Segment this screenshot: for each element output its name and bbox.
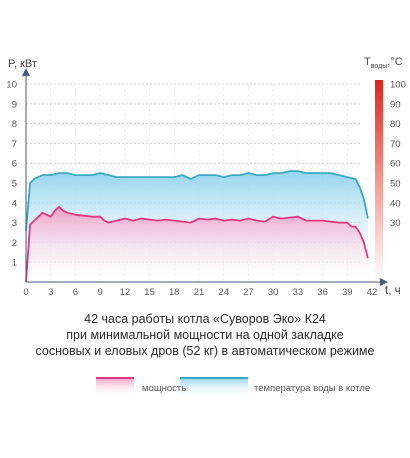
caption-line-3: сосновых и еловых дров (52 кг) в автомат… [35, 344, 375, 358]
temperature-line [25, 170, 369, 231]
x-tick-label-6: 6 [73, 287, 78, 298]
x-tick-label-27: 27 [243, 287, 254, 298]
y-tick-label-6: 6 [12, 159, 17, 170]
y-tick-label-8: 8 [12, 119, 17, 130]
legend-swatch-temperature-fill [180, 378, 248, 396]
y2-axis-title-sub: воды [370, 63, 388, 71]
y2-tick-label-80: 80 [390, 119, 401, 130]
series-lines [25, 170, 369, 283]
x-tick-label-3: 3 [48, 287, 53, 298]
power-line [25, 205, 369, 283]
x-tick-label-33: 33 [293, 287, 304, 298]
x-tick-label-21: 21 [194, 287, 205, 298]
legend-swatch-power-fill [96, 378, 134, 396]
y-tick-label-3: 3 [12, 218, 17, 229]
x-tick-label-9: 9 [97, 287, 102, 298]
y-tick-label-2: 2 [12, 238, 17, 249]
caption-line-2: при минимальной мощности на одной заклад… [66, 328, 344, 342]
x-axis-title: t, ч [385, 285, 401, 297]
x-tick-label-12: 12 [120, 287, 131, 298]
x-tick-label-0: 0 [23, 287, 28, 298]
x-axis-arrow [380, 278, 388, 286]
y-axis-title: P, кВт [8, 58, 37, 70]
y2-tick-label-50: 50 [390, 179, 401, 190]
y-tick-label-9: 9 [12, 99, 17, 110]
legend-label-temperature: температура воды в котле [254, 383, 371, 394]
axes [22, 68, 388, 286]
y-tick-label-5: 5 [12, 179, 17, 190]
x-tick-label-36: 36 [317, 287, 328, 298]
x-tick-label-39: 39 [342, 287, 353, 298]
y-tick-label-1: 1 [12, 258, 17, 269]
legend-swatches [96, 377, 248, 396]
caption-line-1: 42 часа работы котла «Суворов Эко» К24 [84, 312, 326, 326]
y-axis-arrow [22, 68, 30, 76]
y-tick-label-10: 10 [6, 80, 17, 91]
x-tick-label-30: 30 [268, 287, 279, 298]
y2-axis-title-unit: ,°C [387, 56, 403, 68]
legend-label-power: мощность [142, 383, 187, 394]
temperature-scale-bar [375, 80, 383, 282]
y2-axis-title: Tводы,°C [364, 56, 403, 70]
x-tick-label-42: 42 [367, 287, 378, 298]
y2-tick-label-30: 30 [390, 218, 401, 229]
y2-tick-label-70: 70 [390, 139, 401, 150]
y2-tick-label-40: 40 [390, 198, 401, 209]
y2-axis-title-main: T [364, 56, 371, 68]
power-area [26, 206, 368, 282]
y-tick-label-7: 7 [12, 139, 17, 150]
x-tick-label-24: 24 [218, 287, 229, 298]
series-areas [26, 171, 368, 282]
y2-tick-label-60: 60 [390, 159, 401, 170]
x-tick-label-18: 18 [169, 287, 180, 298]
y2-tick-label-90: 90 [390, 99, 401, 110]
y2-tick-label-100: 100 [390, 80, 406, 91]
x-tick-label-15: 15 [144, 287, 155, 298]
y-tick-label-4: 4 [12, 198, 17, 209]
